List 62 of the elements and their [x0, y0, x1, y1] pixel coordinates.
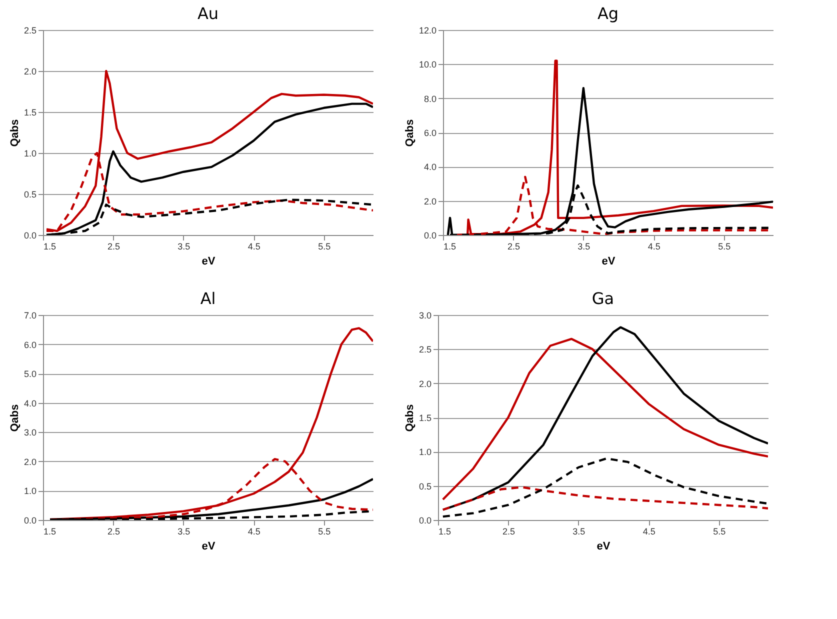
- y-tick-label: 4.0: [424, 162, 436, 172]
- y-axis-title: Qabs: [404, 119, 416, 147]
- y-tick-label: 4.0: [24, 398, 36, 408]
- y-tick-label: 3.0: [24, 428, 36, 438]
- y-tick-label: 0.5: [418, 481, 432, 492]
- y-tick-label: 12.0: [418, 26, 436, 36]
- x-tick-label: 2.5: [107, 526, 120, 536]
- y-tick-label: 2.0: [24, 456, 36, 467]
- y-tick-label: 1.0: [418, 447, 432, 458]
- chart-title: Ga: [592, 289, 614, 308]
- y-tick-label: 1.0: [24, 486, 36, 496]
- x-tick-label: 1.5: [444, 242, 456, 252]
- y-tick-label: 2.0: [24, 66, 36, 76]
- y-tick-label: 2.5: [418, 344, 432, 355]
- chart-title: Ag: [597, 4, 619, 23]
- line-series: [442, 486, 768, 511]
- y-tick-label: 2.0: [418, 378, 432, 389]
- x-tick-label: 5.5: [318, 526, 331, 536]
- y-tick-label: 8.0: [424, 94, 436, 104]
- y-tick-label: 2.5: [24, 26, 36, 36]
- x-tick-label: 2.5: [507, 242, 520, 252]
- x-tick-label: 5.5: [718, 242, 731, 252]
- y-axis-title: Qabs: [8, 119, 21, 147]
- line-series: [442, 457, 768, 518]
- x-axis-title: eV: [202, 256, 216, 268]
- y-tick-label: 6.0: [424, 128, 436, 138]
- x-tick-label: 2.5: [502, 526, 515, 536]
- y-tick-label: 1.5: [418, 413, 432, 423]
- y-tick-label: 2.0: [424, 196, 436, 206]
- x-tick-label: 1.5: [44, 242, 56, 252]
- y-tick-label: 0.5: [24, 190, 36, 200]
- x-tick-label: 2.5: [107, 242, 120, 252]
- x-axis-title: eV: [602, 256, 616, 268]
- y-tick-label: 0.0: [424, 230, 436, 240]
- x-tick-label: 3.5: [572, 526, 586, 536]
- y-tick-label: 5.0: [24, 369, 36, 380]
- chart-title: Au: [197, 4, 219, 23]
- x-tick-label: 1.5: [44, 526, 56, 536]
- y-axis-title: Qabs: [404, 404, 416, 432]
- x-tick-label: 4.5: [248, 242, 260, 252]
- y-axis-title: Qabs: [8, 404, 21, 432]
- x-tick-label: 3.5: [178, 526, 190, 536]
- x-tick-label: 4.5: [248, 526, 260, 536]
- y-tick-label: 0.0: [418, 516, 432, 526]
- x-tick-label: 3.5: [178, 242, 190, 252]
- y-tick-label: 1.5: [24, 108, 36, 118]
- y-tick-label: 0.0: [24, 230, 36, 240]
- x-axis-title: eV: [596, 540, 611, 552]
- y-tick-label: 3.0: [418, 310, 432, 320]
- y-tick-label: 0.0: [24, 516, 36, 526]
- x-tick-label: 4.5: [642, 526, 656, 536]
- y-tick-label: 10.0: [418, 60, 436, 70]
- x-tick-label: 1.5: [438, 526, 452, 536]
- y-tick-label: 7.0: [24, 310, 36, 320]
- x-tick-label: 4.5: [648, 242, 660, 252]
- x-tick-label: 5.5: [318, 242, 331, 252]
- x-tick-label: 5.5: [713, 526, 726, 536]
- y-tick-label: 6.0: [24, 340, 36, 350]
- y-tick-label: 1.0: [24, 148, 36, 158]
- x-axis-title: eV: [202, 540, 216, 552]
- chart-title: Al: [200, 289, 216, 308]
- x-tick-label: 3.5: [578, 242, 590, 252]
